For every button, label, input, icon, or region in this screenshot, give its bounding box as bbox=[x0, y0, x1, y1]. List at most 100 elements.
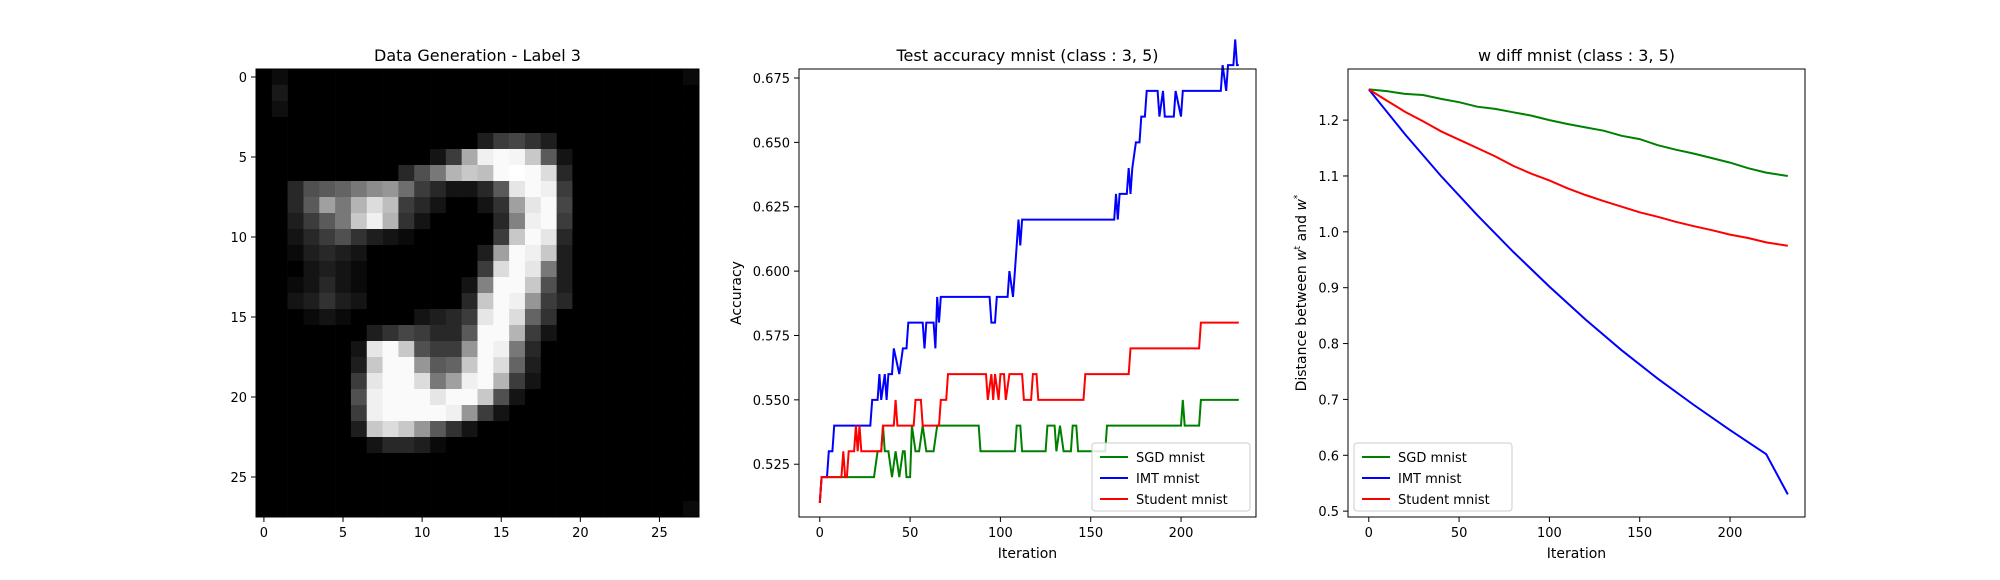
image-pixel bbox=[430, 357, 447, 374]
image-pixel bbox=[667, 421, 684, 438]
image-pixel bbox=[287, 133, 304, 150]
image-pixel bbox=[651, 485, 668, 502]
image-pixel bbox=[524, 149, 542, 166]
image-pixel bbox=[651, 421, 668, 438]
image-pixel bbox=[619, 309, 637, 326]
image-pixel bbox=[366, 325, 383, 342]
image-pixel bbox=[683, 437, 700, 454]
image-pixel bbox=[683, 181, 700, 198]
image-pixel bbox=[382, 85, 399, 102]
image-axes: 0 5 10 15 20 25 0 5 10 15 20 25 bbox=[230, 71, 667, 541]
image-pixel bbox=[319, 469, 336, 486]
image-pixel bbox=[604, 213, 621, 230]
image-pixel bbox=[588, 437, 605, 454]
image-pixel bbox=[271, 133, 288, 150]
image-pixel bbox=[430, 101, 447, 118]
image-pixel bbox=[509, 101, 526, 118]
image-pixel bbox=[667, 229, 684, 246]
image-pixel bbox=[319, 373, 336, 390]
image-pixel bbox=[271, 437, 288, 454]
image-pixel bbox=[667, 213, 684, 230]
image-pixel bbox=[477, 469, 494, 486]
image-pixel bbox=[256, 309, 273, 326]
image-pixel bbox=[271, 213, 288, 230]
image-pixel bbox=[398, 325, 415, 342]
image-pixel bbox=[667, 133, 684, 150]
image-pixel bbox=[319, 309, 336, 326]
image-pixel bbox=[430, 277, 447, 294]
image-pixel bbox=[350, 133, 368, 150]
image-pixel bbox=[414, 437, 431, 454]
image-pixel bbox=[667, 277, 684, 294]
image-pixel bbox=[445, 69, 462, 86]
image-pixel bbox=[303, 405, 320, 422]
image-pixel bbox=[319, 149, 336, 166]
image-pixel bbox=[461, 101, 478, 118]
accuracy-ylabel: Accuracy bbox=[729, 261, 745, 325]
image-pixel bbox=[540, 277, 557, 294]
image-pixel bbox=[493, 133, 510, 150]
image-pixel bbox=[493, 501, 510, 518]
image-pixel bbox=[651, 293, 668, 310]
x-tick-label: 10 bbox=[414, 526, 431, 541]
y-tick-label: 0.525 bbox=[753, 458, 790, 473]
image-pixel bbox=[619, 501, 637, 518]
image-pixel bbox=[509, 117, 526, 134]
image-pixel bbox=[651, 197, 668, 214]
image-pixel bbox=[540, 101, 557, 118]
series-line-sgd-mnist bbox=[1368, 88, 1788, 177]
image-pixel bbox=[350, 501, 368, 518]
image-pixel bbox=[509, 309, 526, 326]
image-pixel bbox=[588, 149, 605, 166]
image-pixel bbox=[287, 101, 304, 118]
image-pixel bbox=[414, 389, 431, 406]
image-pixel bbox=[271, 245, 288, 262]
image-pixel bbox=[256, 101, 273, 118]
image-pixel bbox=[635, 485, 652, 502]
image-pixel bbox=[540, 389, 557, 406]
image-pixel bbox=[604, 117, 621, 134]
image-pixel bbox=[604, 149, 621, 166]
image-pixel bbox=[335, 181, 352, 198]
image-pixel bbox=[398, 277, 415, 294]
image-pixel bbox=[335, 501, 352, 518]
image-pixel bbox=[445, 325, 462, 342]
image-pixel bbox=[271, 453, 288, 470]
image-pixel bbox=[414, 149, 431, 166]
y-tick-label: 1.1 bbox=[1318, 170, 1339, 185]
image-pixel bbox=[509, 485, 526, 502]
image-frame bbox=[255, 68, 700, 518]
image-pixel bbox=[335, 213, 352, 230]
image-pixel bbox=[556, 149, 573, 166]
image-pixel bbox=[683, 373, 700, 390]
image-pixel bbox=[524, 437, 542, 454]
image-pixel bbox=[445, 261, 462, 278]
y-tick-label: 0.575 bbox=[753, 329, 790, 344]
image-pixel bbox=[572, 341, 589, 358]
image-pixel bbox=[350, 469, 368, 486]
image-pixel bbox=[256, 453, 273, 470]
image-pixel bbox=[588, 261, 605, 278]
image-pixel bbox=[303, 245, 320, 262]
image-pixel bbox=[509, 149, 526, 166]
image-pixel bbox=[461, 293, 478, 310]
image-pixel bbox=[509, 69, 526, 86]
image-pixel bbox=[319, 181, 336, 198]
legend-label: SGD mnist bbox=[1398, 451, 1467, 466]
image-pixel bbox=[524, 261, 542, 278]
image-pixel bbox=[256, 325, 273, 342]
image-pixel bbox=[382, 405, 399, 422]
image-pixel bbox=[556, 453, 573, 470]
image-pixel bbox=[493, 229, 510, 246]
image-pixel bbox=[524, 373, 542, 390]
image-pixel bbox=[287, 357, 304, 374]
image-pixel bbox=[572, 277, 589, 294]
image-pixel bbox=[430, 85, 447, 102]
image-pixel bbox=[667, 181, 684, 198]
image-pixel bbox=[398, 133, 415, 150]
image-pixel bbox=[635, 373, 652, 390]
image-pixel bbox=[287, 389, 304, 406]
image-pixel bbox=[572, 389, 589, 406]
image-pixel bbox=[619, 277, 637, 294]
image-pixel bbox=[382, 245, 399, 262]
